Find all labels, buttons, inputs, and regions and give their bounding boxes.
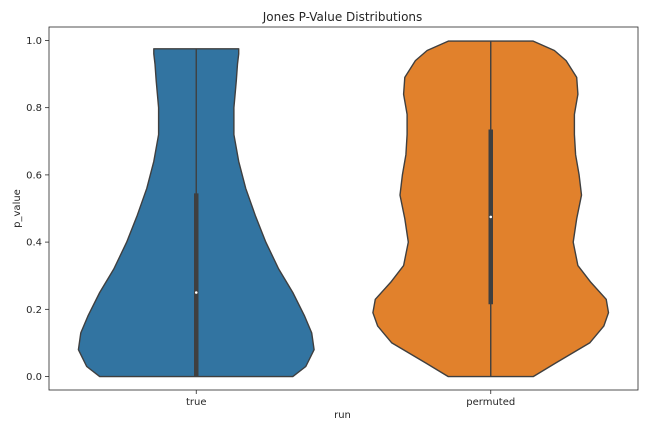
chart-title: Jones P-Value Distributions bbox=[262, 10, 423, 24]
inner-boxplots-group bbox=[194, 41, 493, 377]
y-tick-label: 0.2 bbox=[26, 305, 42, 316]
median-point-permuted bbox=[489, 215, 493, 219]
y-axis-label: p_value bbox=[12, 189, 23, 228]
y-tick-label: 1.0 bbox=[26, 36, 42, 47]
y-tick-label: 0.8 bbox=[26, 103, 42, 114]
x-axis-label: run bbox=[334, 410, 351, 421]
x-tick-label-true: true bbox=[186, 397, 207, 408]
y-axis: 0.0 0.2 0.4 0.6 0.8 1.0 bbox=[26, 36, 49, 383]
x-tick-label-permuted: permuted bbox=[466, 397, 515, 408]
y-tick-label: 0.4 bbox=[26, 238, 42, 249]
x-axis: true permuted bbox=[186, 390, 515, 408]
y-tick-label: 0.6 bbox=[26, 170, 42, 181]
y-tick-label: 0.0 bbox=[26, 372, 42, 383]
median-point-true bbox=[194, 291, 198, 294]
